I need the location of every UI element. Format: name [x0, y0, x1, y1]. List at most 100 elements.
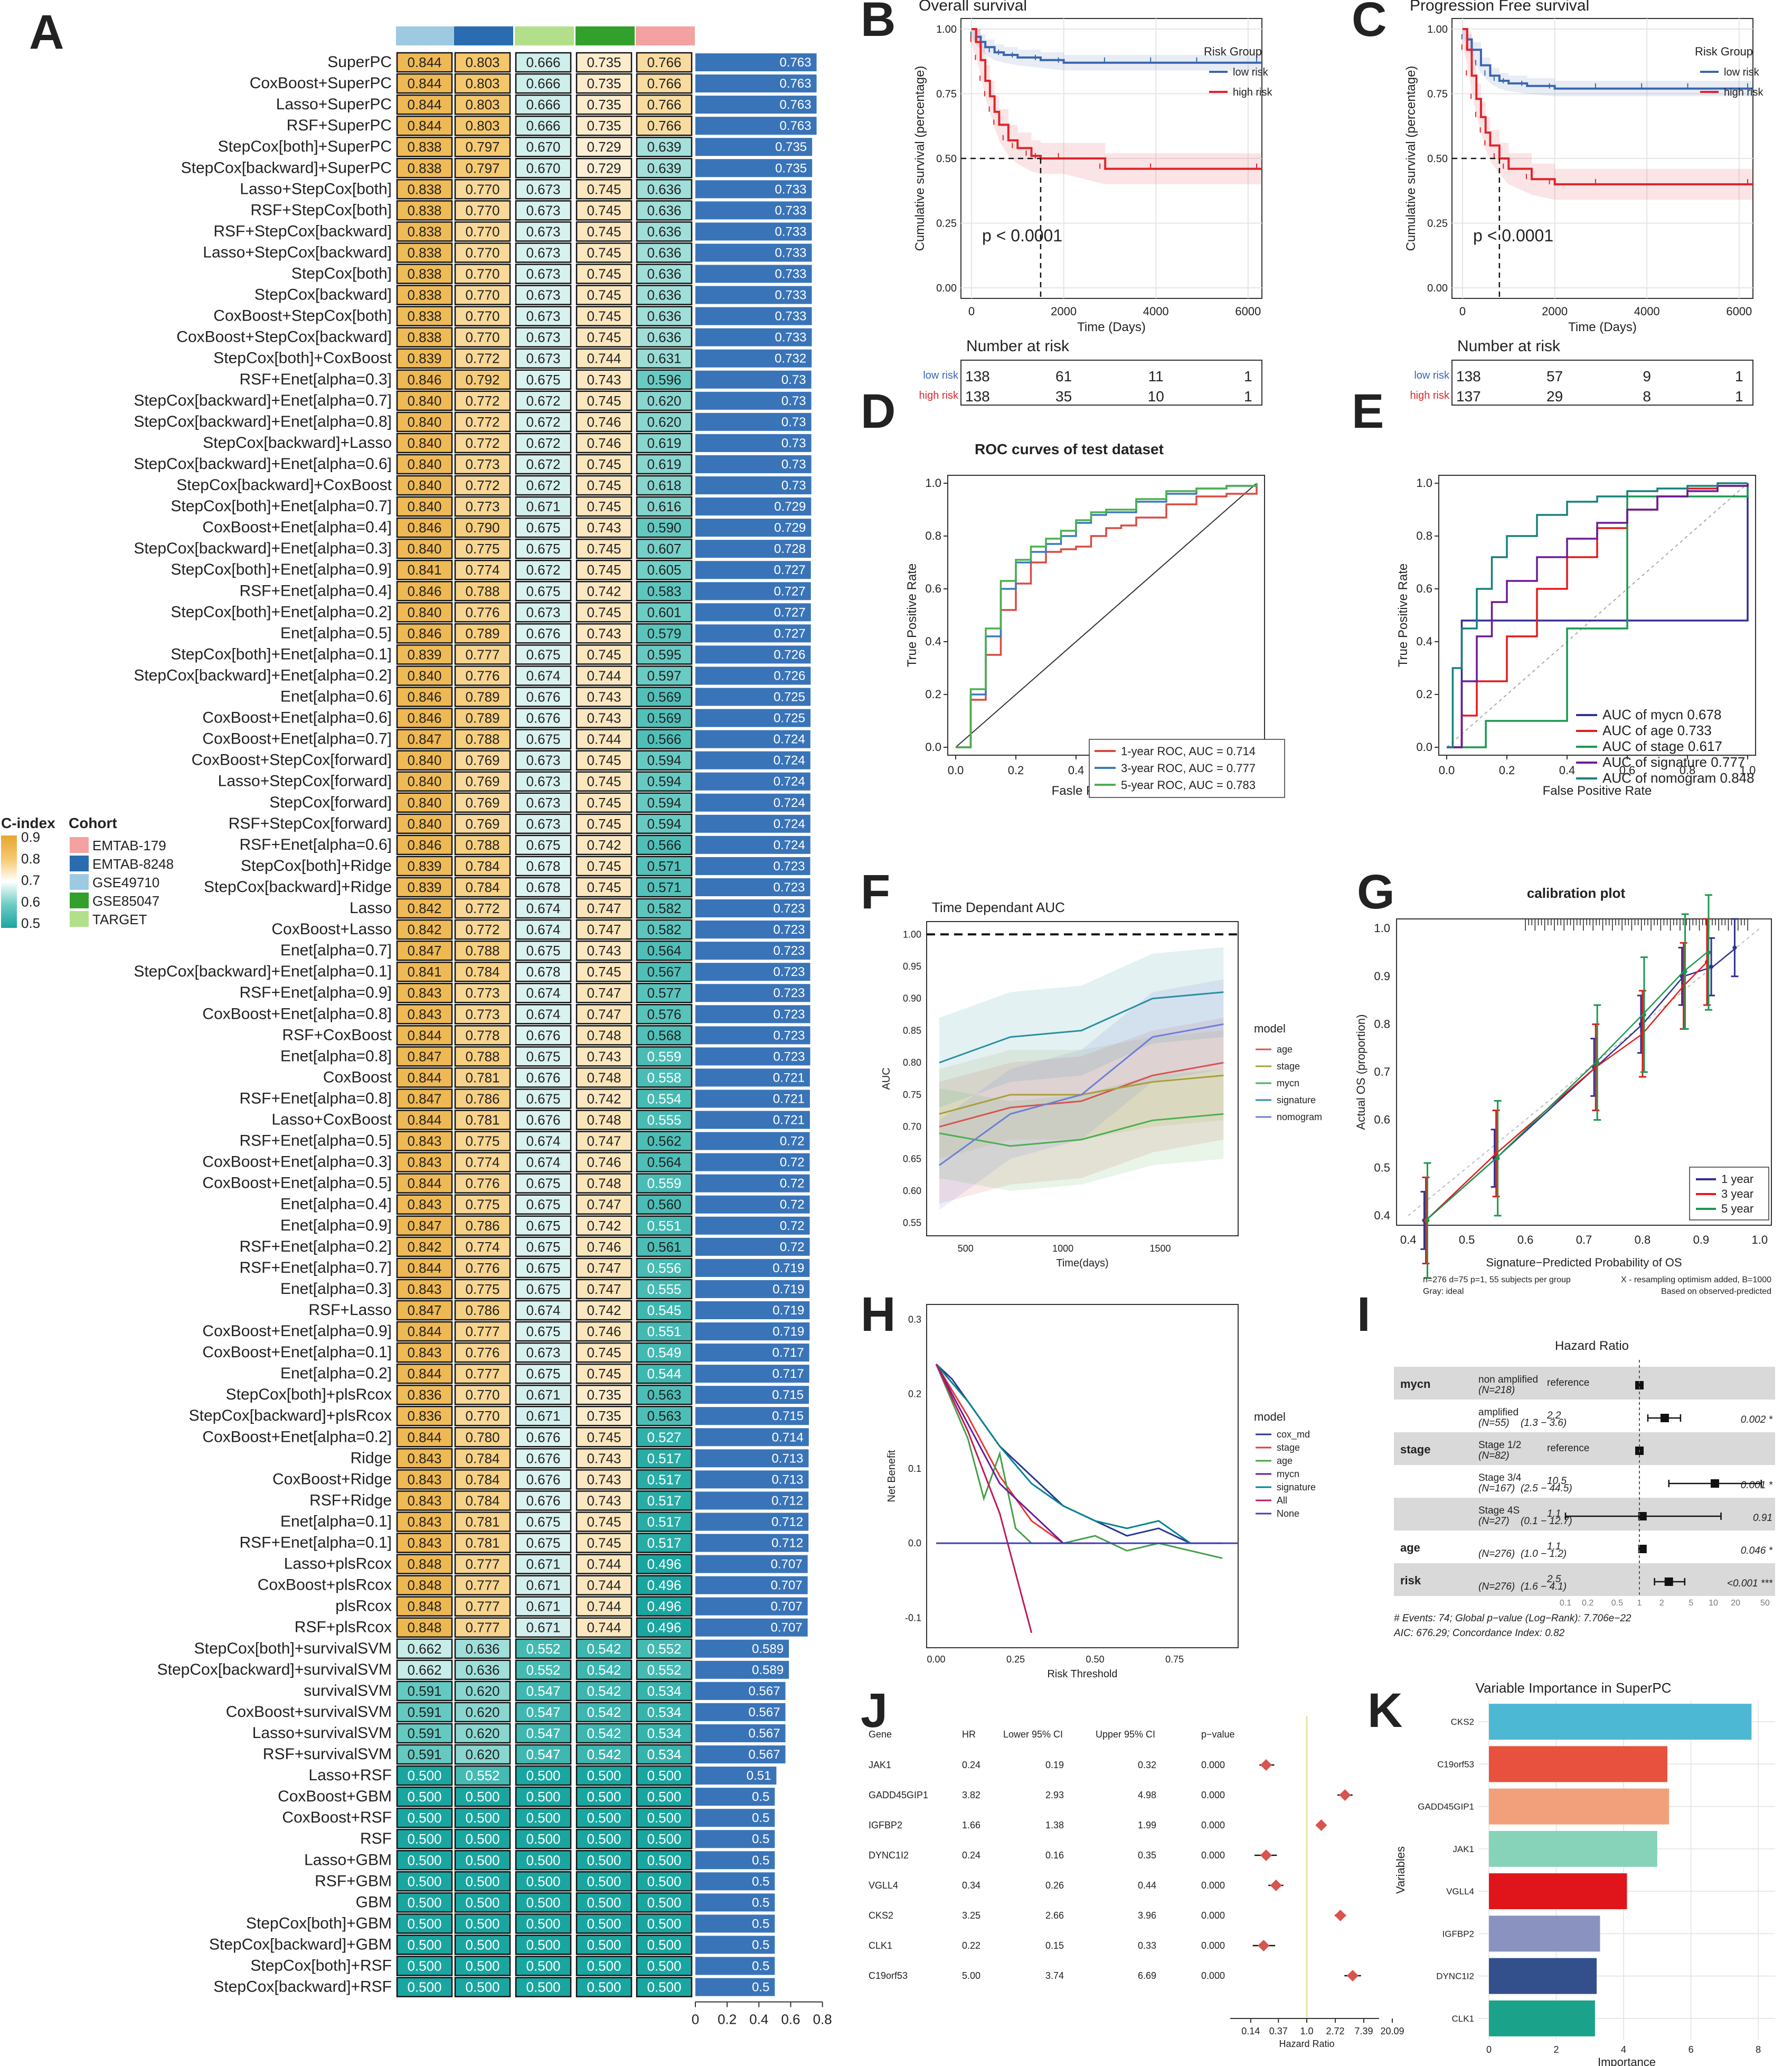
j-gene: C19orf53	[869, 1970, 908, 1981]
heatmap-cell-value: 0.674	[526, 900, 560, 916]
heatmap-cell-value: 0.569	[647, 689, 681, 705]
y-axis-label: AUC	[881, 1067, 892, 1090]
heatmap-cell-value: 0.775	[465, 1133, 499, 1149]
heatmap-cell-value: 0.729	[587, 139, 621, 155]
heatmap-cell	[515, 1913, 572, 1934]
j-estimate	[1260, 1759, 1272, 1771]
heatmap-cell-value: 0.743	[587, 1048, 621, 1064]
mean-cindex-label: 0.5	[752, 1790, 769, 1804]
heatmap-cell-value: 0.844	[407, 1260, 441, 1276]
y-tick-label: 1.0	[925, 476, 941, 490]
mean-cindex-bar	[695, 1047, 810, 1066]
heatmap-cell-value: 0.838	[407, 245, 441, 260]
x-tick-label: 6000	[1726, 305, 1752, 318]
heatmap-cell-value: 0.517	[647, 1535, 681, 1551]
heatmap-cell	[636, 1596, 693, 1617]
mean-cindex-label: 0.723	[773, 1007, 805, 1021]
heatmap-cell-value: 0.745	[587, 1366, 621, 1382]
mean-cindex-bar	[695, 772, 810, 791]
auc-legend-label: nomogram	[1277, 1112, 1322, 1122]
model-label: CoxBoost+Enet[alpha=0.4]	[202, 519, 392, 536]
panel-letter: K	[1367, 1684, 1402, 1738]
heatmap-cell	[636, 1680, 693, 1702]
risk-row-label: low risk	[923, 370, 959, 381]
heatmap-cell	[636, 517, 693, 538]
heatmap-cell	[576, 94, 633, 115]
heatmap-cell	[576, 390, 633, 411]
model-label: Lasso+RSF	[308, 1767, 392, 1784]
heatmap-cell	[636, 1469, 693, 1490]
mean-cindex-label: 0.719	[772, 1261, 804, 1275]
heatmap-cell	[454, 940, 511, 961]
heatmap-cell	[396, 1956, 453, 1976]
model-label: RSF+StepCox[forward]	[229, 815, 392, 832]
heatmap-cell-value: 0.571	[647, 879, 681, 895]
heatmap-cell-value: 0.676	[526, 689, 560, 705]
heatmap-cell	[515, 242, 572, 263]
heatmap-cell	[396, 1025, 453, 1046]
heatmap-cell-value: 0.597	[647, 668, 681, 683]
j-pvalue: 0.000	[1201, 1970, 1225, 1981]
heatmap-cell	[454, 306, 511, 326]
heatmap-cell-value: 0.743	[587, 1492, 621, 1508]
heatmap-cell-value: 0.672	[526, 393, 560, 409]
heatmap-cell	[396, 982, 453, 1003]
heatmap-cell-value: 0.594	[647, 753, 681, 768]
mean-cindex-bar	[695, 963, 810, 981]
risk-table-frame	[960, 360, 1262, 406]
cohort-legend-label: GSE85047	[92, 893, 159, 909]
k-category-label: CKS2	[1451, 1717, 1474, 1727]
heatmap-cell	[396, 1046, 453, 1067]
heatmap-cell	[515, 1765, 572, 1786]
forest-hr: reference	[1547, 1443, 1589, 1454]
heatmap-cell-value: 0.842	[407, 900, 441, 916]
forest-n: (N=276)	[1478, 1581, 1515, 1592]
heatmap-cell-value: 0.500	[465, 1915, 499, 1931]
j-estimate	[1270, 1880, 1282, 1891]
heatmap-cell	[636, 559, 693, 580]
heatmap-cell	[576, 1596, 633, 1617]
heatmap-cell	[515, 1257, 572, 1279]
heatmap-cell	[515, 1067, 572, 1088]
model-label: StepCox[both]+Enet[alpha=0.1]	[171, 645, 392, 663]
heatmap-cell	[636, 52, 693, 73]
heatmap-cell-value: 0.676	[526, 1027, 560, 1043]
heatmap-cell-value: 0.542	[587, 1662, 621, 1678]
heatmap-cell-value: 0.500	[587, 1852, 621, 1868]
bar-axis-tick-label: 0	[692, 2012, 699, 2027]
heatmap-cell	[396, 1110, 453, 1130]
heatmap-cell-value: 0.840	[407, 435, 441, 451]
heatmap-cell	[454, 179, 511, 200]
heatmap-cell-value: 0.675	[526, 646, 560, 662]
heatmap-cell	[576, 285, 633, 305]
model-label: RSF+Enet[alpha=0.7]	[239, 1259, 392, 1276]
heatmap-cell	[636, 264, 693, 284]
heatmap-cell	[515, 475, 572, 496]
j-upper: 0.35	[1138, 1850, 1156, 1861]
risk-count: 8	[1643, 388, 1651, 405]
y-tick-label: 0.8	[925, 529, 941, 542]
heatmap-cell	[636, 1088, 693, 1109]
panel-letter: B	[861, 0, 895, 46]
roc-curve	[1447, 483, 1749, 748]
heatmap-cell	[454, 1405, 511, 1426]
mean-cindex-bar	[695, 666, 811, 685]
heatmap-cell	[396, 179, 453, 200]
k-category-label: CLK1	[1451, 2014, 1474, 2024]
heatmap-cell-value: 0.846	[407, 583, 441, 599]
heatmap-cell-value: 0.772	[465, 922, 499, 937]
roc-legend-label: 5-year ROC, AUC = 0.783	[1121, 778, 1256, 792]
heatmap-cell	[454, 1786, 511, 1807]
heatmap-cell	[396, 834, 453, 856]
forest-hr: 1.1	[1547, 1508, 1561, 1519]
heatmap-cell	[515, 1363, 572, 1384]
forest-x-tick: 1	[1637, 1599, 1642, 1608]
heatmap-cell	[636, 1342, 693, 1363]
cohort-swatch	[70, 837, 89, 853]
heatmap-cell	[515, 898, 572, 919]
mean-cindex-label: 0.715	[772, 1409, 804, 1423]
mean-cindex-label: 0.724	[774, 775, 805, 789]
heatmap-cell	[396, 411, 453, 433]
heatmap-cell-value: 0.745	[587, 477, 621, 493]
